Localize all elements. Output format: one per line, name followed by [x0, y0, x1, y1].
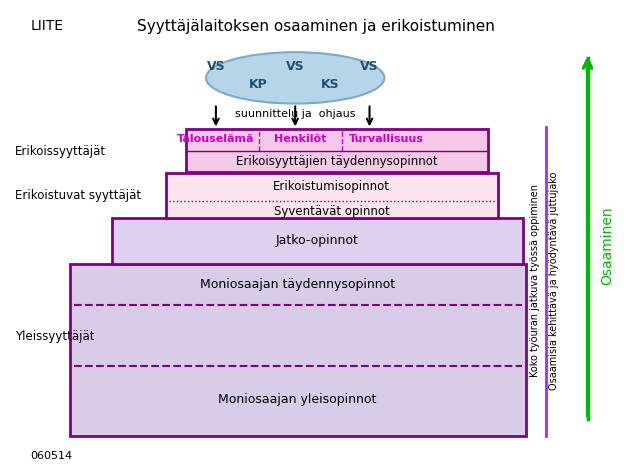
Text: Erikoistumisopinnot: Erikoistumisopinnot	[274, 180, 391, 193]
Text: KS: KS	[320, 79, 339, 91]
Text: VS: VS	[286, 60, 305, 72]
Text: Syyttäjälaitoksen osaaminen ja erikoistuminen: Syyttäjälaitoksen osaaminen ja erikoistu…	[137, 19, 495, 34]
Text: Osaaminen: Osaaminen	[600, 207, 614, 285]
Text: Talouselämä: Talouselämä	[177, 134, 255, 144]
Ellipse shape	[206, 52, 384, 104]
Text: Moniosaajan täydennysopinnot: Moniosaajan täydennysopinnot	[200, 278, 395, 291]
Text: Osaamisia kehittävä ja hyödyntävä juttujako: Osaamisia kehittävä ja hyödyntävä juttuj…	[549, 171, 559, 390]
Text: Jatko-opinnot: Jatko-opinnot	[276, 235, 358, 248]
Text: LIITE: LIITE	[30, 19, 64, 32]
Bar	[186, 129, 489, 172]
Text: Moniosaajan yleisopinnot: Moniosaajan yleisopinnot	[218, 393, 376, 406]
Text: suunnittelu ja  ohjaus: suunnittelu ja ohjaus	[235, 109, 355, 119]
Text: Syventävät opinnot: Syventävät opinnot	[274, 205, 390, 218]
Text: 060514: 060514	[30, 451, 73, 461]
Text: Erikoistuvat syyttäjät: Erikoistuvat syyttäjät	[15, 189, 141, 202]
Text: VS: VS	[360, 60, 379, 72]
Bar	[166, 173, 499, 218]
Text: Koko työuran jatkuva työssä oppiminen: Koko työuran jatkuva työssä oppiminen	[530, 184, 540, 377]
Text: Yleissyyttäjät: Yleissyyttäjät	[15, 330, 94, 343]
Bar	[112, 218, 523, 264]
Text: Erikoisyyttäjien täydennysopinnot: Erikoisyyttäjien täydennysopinnot	[236, 155, 437, 169]
Bar	[70, 264, 526, 436]
Text: Turvallisuus: Turvallisuus	[349, 134, 424, 144]
Text: Erikoissyyttäjät: Erikoissyyttäjät	[15, 145, 106, 158]
Text: Henkilöt: Henkilöt	[274, 134, 326, 144]
Text: KP: KP	[249, 79, 268, 91]
Text: VS: VS	[207, 60, 225, 72]
